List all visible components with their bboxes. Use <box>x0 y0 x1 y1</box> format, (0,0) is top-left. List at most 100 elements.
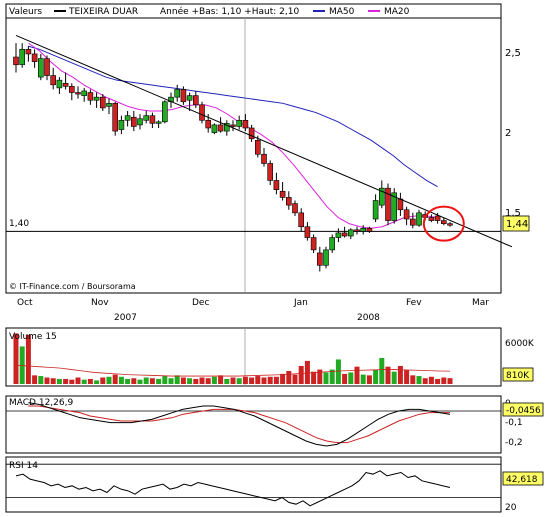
candle-body <box>50 75 57 86</box>
ref-line-label: 1,40 <box>9 219 29 229</box>
volume-bar <box>441 377 447 384</box>
candle-body <box>230 124 236 127</box>
candle-body <box>366 227 373 232</box>
volume-bar <box>13 333 19 384</box>
volume-bar <box>230 377 236 384</box>
candle-body <box>193 95 199 106</box>
volume-bar <box>149 378 155 384</box>
month-mar: Mar <box>472 298 489 308</box>
candle-body <box>100 96 106 109</box>
price-tick-2: 2 <box>505 128 511 139</box>
candle-body <box>137 118 143 126</box>
candle-body <box>31 53 38 62</box>
volume-badge: 810K <box>506 371 530 381</box>
volume-average-line <box>15 364 451 377</box>
candle-body <box>37 58 44 78</box>
candle-body <box>428 217 435 221</box>
volume-bar <box>249 377 255 384</box>
candle-body <box>180 89 187 103</box>
candle-body <box>174 89 180 98</box>
candle-body <box>217 124 224 132</box>
candle-body <box>292 203 298 214</box>
volume-bar <box>87 378 93 384</box>
candle-body <box>378 187 385 206</box>
candle-body <box>69 86 75 93</box>
volume-bar <box>292 374 298 384</box>
candle-body <box>397 198 404 211</box>
volume-bar <box>137 379 143 384</box>
candle-body <box>403 209 410 220</box>
candle-body <box>248 127 255 140</box>
volume-bar <box>304 360 310 384</box>
candle-body <box>106 103 112 107</box>
volume-bar <box>267 376 273 384</box>
candle-body <box>391 192 398 221</box>
rsi-line <box>15 470 451 507</box>
legend-stock-name: TEIXEIRA DUAR <box>68 7 138 17</box>
candle-body <box>385 187 391 221</box>
volume-bar <box>242 376 248 384</box>
volume-bar <box>360 374 366 384</box>
volume-bar <box>422 378 428 384</box>
volume-bar <box>329 369 335 384</box>
volume-bar <box>261 377 267 384</box>
volume-bar <box>428 376 434 384</box>
legend-valeurs: Valeurs <box>9 7 42 17</box>
volume-bar <box>379 358 385 384</box>
volume-bar <box>410 375 416 384</box>
month-fev: Fev <box>406 298 422 308</box>
volume-bar <box>354 366 360 384</box>
volume-bar <box>38 376 44 384</box>
candle-body <box>360 227 367 232</box>
volume-bar <box>311 371 317 384</box>
candle-body <box>434 215 441 221</box>
volume-bar <box>317 369 323 384</box>
volume-bar <box>94 380 100 384</box>
candle-body <box>347 229 354 237</box>
candle-body <box>409 218 416 226</box>
volume-bar <box>187 378 193 384</box>
rsi-line <box>6 463 501 507</box>
ma50-line <box>28 45 438 188</box>
volume-bar <box>199 377 205 384</box>
volume-bar <box>168 378 174 384</box>
volume-bar <box>211 376 217 384</box>
volume-badge-bg <box>502 367 534 382</box>
macd-tick-neg02: -0,2 <box>505 438 523 448</box>
overlays <box>15 34 513 248</box>
candle-body <box>13 56 19 66</box>
legend-stock-swatch <box>54 10 66 12</box>
candle-body <box>242 119 249 129</box>
candle-body <box>75 92 81 95</box>
candle-body <box>267 163 274 181</box>
volume-bar <box>366 375 372 384</box>
macd-badge: -0,0456 <box>506 406 541 416</box>
candle-body <box>211 124 218 133</box>
month-oct: Oct <box>17 298 33 308</box>
candle-body <box>186 95 193 101</box>
legend-range: Année +Bas: 1,10 +Haut: 2,10 <box>160 6 299 17</box>
volume-bar <box>180 377 186 384</box>
volume-bar <box>323 372 329 384</box>
volume-bar <box>397 365 403 384</box>
candle-body <box>279 190 286 198</box>
volume-bar <box>69 379 75 384</box>
month-nov: Nov <box>91 298 109 308</box>
candle-body <box>354 229 360 232</box>
volume-title: Volume 15 <box>9 332 57 342</box>
candle-body <box>44 58 50 76</box>
candle-body <box>224 123 230 132</box>
volume-bar <box>50 378 56 384</box>
volume-bar <box>156 378 162 384</box>
candle-body <box>304 226 311 238</box>
candle-body <box>323 249 329 266</box>
volume-bar <box>273 376 279 384</box>
volume-bar <box>56 378 62 384</box>
month-jan: Jan <box>293 298 308 308</box>
candle-body <box>124 115 131 121</box>
candle-body <box>155 121 162 124</box>
candle-body <box>310 237 317 251</box>
volume-bar <box>174 375 180 384</box>
volume-bar <box>435 378 441 384</box>
candle-body <box>25 49 32 55</box>
